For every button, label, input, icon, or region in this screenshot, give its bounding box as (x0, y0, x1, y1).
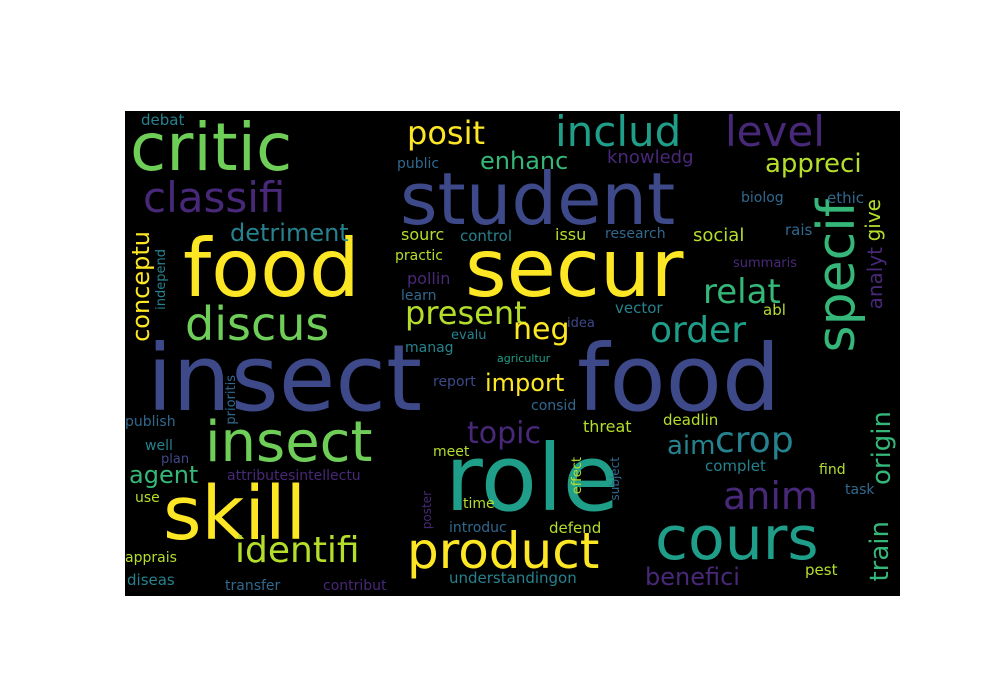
word-classifi: classifi (143, 177, 285, 219)
word-task: task (845, 483, 874, 497)
word-appreci: appreci (765, 151, 862, 177)
word-pest: pest (805, 563, 837, 578)
word-knowledg: knowledg (607, 149, 694, 167)
word-topic: topic (467, 419, 541, 449)
word-deadlin: deadlin (663, 413, 718, 428)
word-discus: discus (185, 301, 329, 347)
word-debat: debat (141, 113, 184, 128)
word-complet: complet (705, 459, 766, 474)
word-plan: plan (161, 453, 189, 466)
word-sourc: sourc (401, 227, 444, 243)
word-subject: subject (609, 457, 621, 501)
word-cloud: insect food food secur student critic ro… (125, 111, 900, 596)
word-rais: rais (785, 223, 812, 238)
word-biolog: biolog (741, 191, 784, 205)
word-attributesintellectu: attributesintellectu (227, 469, 361, 483)
word-crop: crop (715, 423, 794, 459)
word-contribut: contribut (323, 579, 387, 593)
word-diseas: diseas (127, 573, 175, 588)
word-control: control (460, 229, 512, 244)
word-origin: origin (869, 411, 895, 485)
word-cours: cours (655, 509, 819, 569)
word-report: report (433, 375, 476, 389)
word-summaris: summaris (733, 257, 797, 270)
word-social: social (693, 227, 744, 245)
word-independ: independ (155, 249, 168, 310)
word-pollin: pollin (407, 271, 450, 287)
word-transfer: transfer (225, 579, 280, 593)
word-agricultur: agricultur (497, 353, 550, 364)
word-publish: publish (125, 415, 176, 429)
word-identifi: identifi (235, 533, 360, 569)
word-order: order (650, 313, 746, 349)
word-train: train (867, 521, 893, 582)
word-anim: anim (723, 477, 818, 515)
word-defend: defend (549, 521, 601, 536)
word-time: time (463, 497, 495, 511)
word-effect: effect (571, 457, 584, 494)
word-consid: consid (531, 399, 576, 413)
word-research: research (605, 227, 666, 241)
word-apprais: apprais (125, 551, 177, 565)
word-practic: practic (395, 249, 443, 263)
word-vector: vector (615, 301, 663, 316)
word-neg: neg (513, 315, 570, 345)
word-well: well (145, 439, 173, 453)
word-manag: manag (405, 341, 454, 355)
word-find: find (819, 463, 846, 477)
word-aim: aim (667, 433, 715, 459)
word-posit: posit (407, 117, 485, 149)
word-poster: poster (421, 491, 433, 529)
word-meet: meet (433, 445, 469, 459)
word-benefici: benefici (645, 565, 740, 589)
word-level: level (725, 111, 825, 153)
word-idea: idea (567, 317, 595, 330)
word-specif: specif (811, 199, 863, 352)
word-threat: threat (583, 419, 632, 435)
word-understandingon: understandingon (449, 571, 577, 586)
word-evalu: evalu (451, 329, 487, 342)
word-ethic: ethic (827, 191, 864, 206)
word-prioritis: prioritis (225, 375, 238, 425)
word-detriment: detriment (230, 221, 349, 245)
word-import: import (485, 371, 564, 395)
word-issu: issu (555, 227, 586, 243)
word-enhanc: enhanc (480, 149, 568, 173)
word-conceptu: conceptu (129, 231, 153, 342)
word-use: use (135, 491, 160, 505)
word-introduc: introduc (449, 521, 507, 535)
word-give: give (863, 199, 883, 241)
word-public: public (397, 157, 439, 171)
word-learn: learn (401, 289, 436, 303)
word-abl: abl (763, 303, 786, 318)
word-analyt: analyt (865, 247, 885, 309)
